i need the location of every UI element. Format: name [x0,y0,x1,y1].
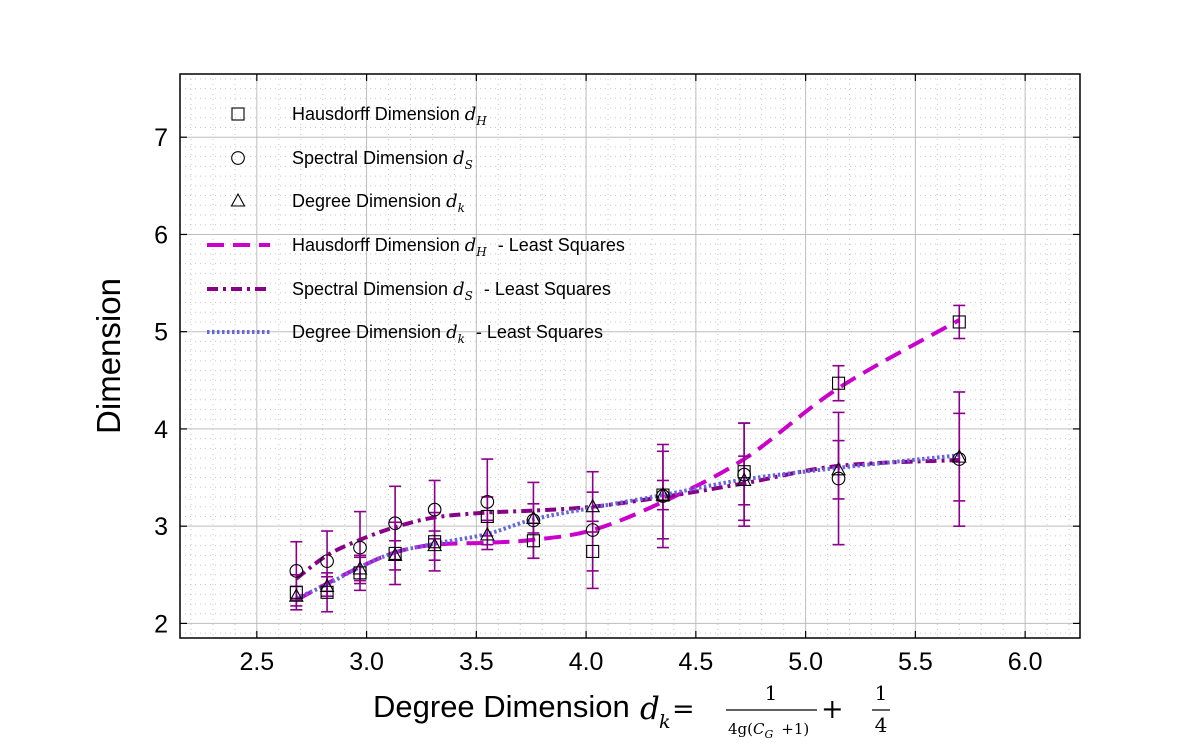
y-tick-label: 3 [154,513,168,541]
y-tick-label: 7 [154,124,168,152]
y-axis-label: Dimension [90,278,127,434]
data-point-square [289,585,303,599]
data-point-circle [388,516,402,531]
data-point-circle [480,495,495,509]
grid-minor [180,74,1080,638]
x-axis-label-plus: + [821,694,844,725]
data-point-triangle [427,537,443,552]
data-point-circle [952,452,967,466]
data-point-triangle [831,461,846,476]
x-axis-label-frac2-denominator: 4 [875,713,888,737]
data-point-circle [585,523,600,537]
y-tick-label: 2 [154,610,168,638]
data-point-circle [353,540,367,555]
y-tick-label: 6 [154,221,168,249]
legend-label: Spectral Dimension dS - Least Squares [292,279,611,303]
data-point-circle [289,564,304,578]
data-point-triangle [525,510,541,524]
data-point-circle [526,513,541,528]
data-point-square [952,315,966,329]
legend-label: Hausdorff Dimension dH [292,104,487,128]
legend-label: Hausdorff Dimension dH - Least Squares [292,235,625,259]
legend-label: Degree Dimension dk [292,191,465,215]
data-point-triangle [352,560,368,575]
x-axis-label-frac1-denominator: 4g(CG +1) [728,720,809,741]
data-point-triangle [585,498,601,513]
x-axis-label-frac1-numerator: 1 [765,681,778,705]
x-axis-label-symbol: d [640,691,660,727]
data-point-square [831,376,846,390]
x-axis-label: Degree Dimension [373,689,630,724]
x-axis-label-frac2-numerator: 1 [875,681,888,705]
data-point-square [526,534,540,548]
x-axis-label-subscript: k [659,711,671,733]
data-point-triangle [319,578,335,593]
grid-major [180,74,1080,638]
data-point-triangle [655,486,671,501]
y-tick-label: 5 [154,319,168,347]
data-markers [288,315,967,602]
data-point-circle [656,489,670,503]
data-point-square [428,535,442,549]
legend: Hausdorff Dimension dH Spectral Dimension… [207,104,625,346]
legend-marker-circle [231,151,245,165]
x-tick-label: 2.5 [239,648,274,676]
legend-marker-square [231,107,245,121]
data-point-triangle [387,547,403,561]
legend-label: Degree Dimension dk - Least Squares [292,322,603,346]
data-point-square [586,544,600,559]
data-point-circle [427,502,442,517]
data-point-triangle [288,588,304,602]
data-point-triangle [479,526,495,541]
error-bars [290,304,966,613]
data-point-square [480,509,494,523]
x-tick-label: 4.5 [678,648,713,676]
data-point-circle [737,467,751,482]
axis-ticks: 2.5 3.0 3.5 4.0 4.5 5.0 5.5 6.0 2 3 4 5 6 7 [154,74,1080,676]
x-tick-label: 5.0 [788,648,823,676]
legend-label: Spectral Dimension dS [292,148,473,172]
data-point-triangle [736,472,752,487]
x-tick-label: 3.0 [349,648,384,676]
x-tick-label: 5.5 [898,648,933,676]
data-point-circle [320,554,334,569]
x-tick-label: 3.5 [459,648,494,676]
x-tick-label: 6.0 [1008,648,1043,676]
y-tick-label: 4 [154,416,168,444]
data-point-square [320,585,334,599]
plot-area [179,73,1081,639]
x-axis-label-equals: = [672,694,695,725]
data-point-circle [831,471,846,486]
x-tick-label: 4.0 [569,648,604,676]
data-point-triangle [951,448,967,463]
legend-marker-triangle [230,192,246,207]
